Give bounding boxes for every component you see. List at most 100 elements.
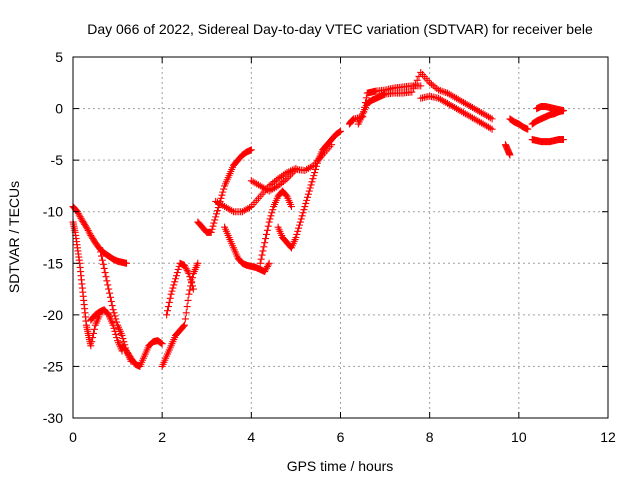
data-point: [336, 128, 344, 136]
data-point: [488, 125, 496, 133]
data-point: [362, 94, 370, 102]
data-point: [312, 165, 320, 173]
data-point: [474, 117, 482, 125]
data-point: [413, 76, 421, 84]
data-point: [468, 114, 476, 122]
data-point: [109, 321, 117, 329]
data-point: [165, 298, 173, 306]
data-point: [217, 200, 225, 208]
data-point: [281, 176, 289, 184]
data-point: [302, 199, 310, 207]
data-point: [260, 184, 268, 192]
data-point: [184, 296, 192, 304]
data-point: [174, 265, 182, 273]
data-point: [188, 279, 196, 287]
data-point: [254, 181, 262, 189]
data-point: [113, 318, 121, 326]
data-point: [337, 127, 344, 135]
data-point: [107, 297, 115, 305]
data-point: [188, 282, 196, 290]
data-point: [306, 184, 314, 192]
y-tick-label: -5: [51, 152, 64, 168]
data-point: [186, 273, 194, 281]
data-point: [118, 331, 126, 339]
data-point: [438, 87, 446, 95]
x-tick-label: 0: [69, 429, 77, 445]
data-point: [470, 105, 478, 113]
y-tick-label: 0: [55, 101, 63, 117]
series-arc-i: [212, 164, 300, 216]
data-point: [308, 178, 316, 186]
data-point: [75, 211, 83, 219]
data-point: [103, 277, 111, 285]
series-arc-p: [417, 92, 496, 133]
data-point: [247, 146, 255, 154]
grid: [73, 57, 608, 418]
data-point: [186, 286, 194, 294]
data-point: [271, 184, 279, 192]
data-point: [268, 209, 276, 217]
data-point: [259, 247, 267, 255]
data-point: [110, 309, 118, 317]
data-point: [303, 196, 311, 204]
data-point: [300, 206, 308, 214]
data-point: [187, 276, 195, 284]
data-point: [170, 281, 178, 289]
data-point: [485, 123, 493, 131]
data-point: [465, 101, 473, 109]
x-tick-label: 12: [600, 429, 616, 445]
data-point: [108, 302, 116, 310]
data-point: [304, 164, 312, 172]
data-point: [87, 342, 95, 350]
data-point: [257, 255, 265, 263]
data-point: [295, 224, 303, 232]
series-arc-k: [256, 187, 295, 267]
data-point: [256, 259, 264, 267]
data-point: [172, 275, 180, 283]
x-tick-label: 10: [511, 429, 527, 445]
data-point: [113, 334, 121, 342]
data-point: [213, 207, 221, 215]
data-point: [310, 172, 318, 180]
data-point: [96, 244, 104, 252]
data-point: [263, 226, 271, 234]
series-arc-h: [194, 146, 255, 236]
data-point: [119, 335, 127, 343]
data-point: [465, 112, 473, 120]
data-point: [452, 105, 460, 113]
data-point: [303, 165, 311, 173]
data-point: [166, 294, 174, 302]
data-point: [293, 230, 301, 238]
data-point: [281, 170, 289, 178]
data-point: [98, 252, 106, 260]
data-point: [417, 82, 425, 90]
data-point: [470, 115, 478, 123]
data-point: [262, 264, 270, 272]
data-point: [295, 221, 303, 229]
data-point: [262, 235, 270, 243]
data-point: [158, 340, 166, 348]
data-point: [90, 329, 98, 337]
data-point: [278, 179, 286, 187]
data-point: [444, 89, 451, 97]
data-point: [258, 251, 266, 259]
data-point: [209, 222, 217, 230]
data-point: [444, 99, 451, 107]
data-point: [105, 285, 113, 293]
data-point: [264, 261, 272, 269]
data-point: [164, 307, 172, 315]
data-point: [249, 178, 257, 186]
data-point: [426, 79, 434, 87]
data-point: [104, 281, 112, 289]
data-point: [163, 311, 171, 319]
data-point: [89, 234, 97, 242]
data-point: [436, 87, 444, 95]
data-point: [111, 327, 119, 335]
data-point: [301, 203, 309, 211]
data-point: [81, 220, 89, 228]
data-point: [238, 208, 246, 216]
data-point: [411, 80, 419, 88]
data-point: [244, 205, 252, 213]
data-point: [88, 338, 96, 346]
data-point: [78, 216, 86, 224]
